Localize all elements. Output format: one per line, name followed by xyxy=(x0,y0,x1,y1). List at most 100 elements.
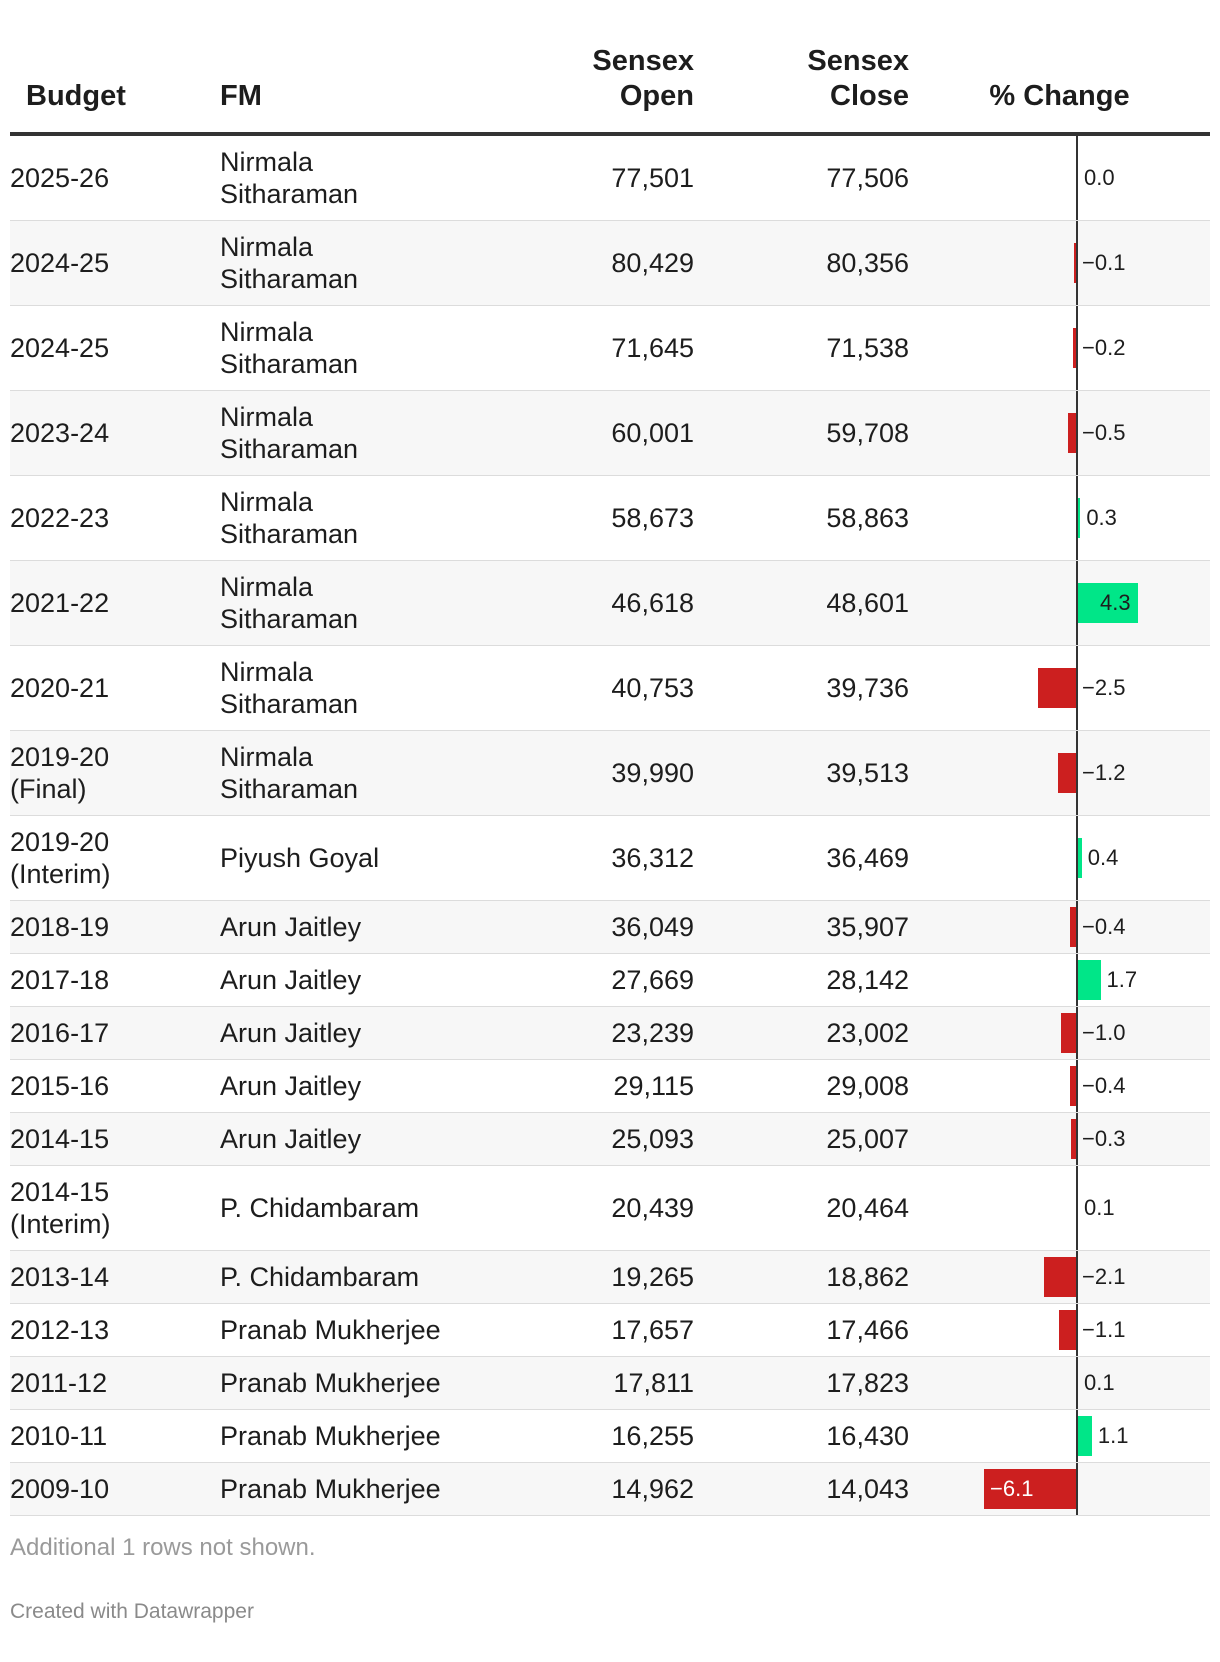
change-bar xyxy=(1072,328,1076,368)
cell-sensex-open: 36,049 xyxy=(520,900,694,954)
cell-sensex-open: 16,255 xyxy=(520,1409,694,1463)
table-row: 2016-17 Arun Jaitley 23,239 23,002 −1.0 xyxy=(10,1006,1210,1060)
cell-sensex-open: 80,429 xyxy=(520,220,694,306)
cell-percent-change: −1.1 xyxy=(909,1303,1210,1357)
cell-sensex-open: 20,439 xyxy=(520,1165,694,1251)
cell-percent-change: 0.4 xyxy=(909,815,1210,901)
change-bar xyxy=(1071,1119,1076,1159)
cell-budget: 2020-21 xyxy=(10,645,220,731)
cell-budget: 2012-13 xyxy=(10,1303,220,1357)
cell-sensex-close: 71,538 xyxy=(694,305,909,391)
table-row: 2020-21 Nirmala Sitharaman 40,753 39,736 −2.5 xyxy=(10,645,1210,731)
cell-fm: Piyush Goyal xyxy=(220,815,520,901)
change-bar-area: 4.3 xyxy=(978,561,1210,645)
change-bar-area: −0.1 xyxy=(978,221,1210,305)
cell-budget: 2018-19 xyxy=(10,900,220,954)
change-value-label: 1.1 xyxy=(1097,1423,1129,1448)
cell-budget: 2014-15 xyxy=(10,1112,220,1166)
change-value-label: −0.4 xyxy=(1082,1073,1126,1098)
cell-sensex-open: 23,239 xyxy=(520,1006,694,1060)
change-value-label: −0.1 xyxy=(1082,250,1126,275)
change-bar-area: 0.0 xyxy=(978,136,1210,220)
change-value-label: 0.3 xyxy=(1086,505,1117,530)
header-fm[interactable]: FM xyxy=(220,0,520,136)
header-budget[interactable]: Budget xyxy=(10,0,220,136)
table-row: 2015-16 Arun Jaitley 29,115 29,008 −0.4 xyxy=(10,1059,1210,1113)
cell-sensex-close: 18,862 xyxy=(694,1250,909,1304)
cell-sensex-open: 19,265 xyxy=(520,1250,694,1304)
header-percent-change[interactable]: % Change xyxy=(909,0,1210,136)
zero-baseline xyxy=(1076,476,1078,560)
cell-sensex-close: 36,469 xyxy=(694,815,909,901)
table-body: 2025-26 Nirmala Sitharaman 77,501 77,506 0.0 2… xyxy=(10,134,1210,1516)
cell-percent-change: 0.0 xyxy=(909,134,1210,221)
zero-baseline xyxy=(1076,1166,1078,1250)
zero-baseline xyxy=(1076,954,1078,1006)
cell-sensex-close: 77,506 xyxy=(694,134,909,221)
cell-budget: 2010-11 xyxy=(10,1409,220,1463)
change-value-label: −1.0 xyxy=(1082,1020,1126,1045)
zero-baseline xyxy=(1076,561,1078,645)
cell-fm: Nirmala Sitharaman xyxy=(220,390,520,476)
zero-baseline xyxy=(1076,1410,1078,1462)
change-bar-area: −0.4 xyxy=(978,1060,1210,1112)
cell-sensex-close: 80,356 xyxy=(694,220,909,306)
cell-sensex-close: 14,043 xyxy=(694,1462,909,1516)
cell-percent-change: −0.3 xyxy=(909,1112,1210,1166)
change-value-label: −2.1 xyxy=(1082,1264,1126,1289)
cell-sensex-open: 71,645 xyxy=(520,305,694,391)
zero-baseline xyxy=(1076,1007,1078,1059)
cell-budget: 2019-20 (Interim) xyxy=(10,815,220,901)
cell-fm: Arun Jaitley xyxy=(220,900,520,954)
change-bar xyxy=(1069,907,1076,947)
cell-fm: Pranab Mukherjee xyxy=(220,1462,520,1516)
table-row: 2011-12 Pranab Mukherjee 17,811 17,823 0.1 xyxy=(10,1356,1210,1410)
cell-sensex-close: 58,863 xyxy=(694,475,909,561)
table-row: 2009-10 Pranab Mukherjee 14,962 14,043 −6.1 xyxy=(10,1462,1210,1516)
table-row: 2024-25 Nirmala Sitharaman 80,429 80,356 −0.1 xyxy=(10,220,1210,306)
cell-sensex-close: 29,008 xyxy=(694,1059,909,1113)
change-bar xyxy=(1044,1257,1076,1297)
datawrapper-credit[interactable]: Created with Datawrapper xyxy=(10,1600,254,1623)
cell-fm: Pranab Mukherjee xyxy=(220,1303,520,1357)
zero-baseline xyxy=(1076,901,1078,953)
zero-baseline xyxy=(1076,1113,1078,1165)
cell-percent-change: 0.3 xyxy=(909,475,1210,561)
header-sensex-close[interactable]: Sensex Close xyxy=(694,0,909,136)
change-value-label: −0.3 xyxy=(1082,1126,1126,1151)
cell-budget: 2022-23 xyxy=(10,475,220,561)
cell-budget: 2013-14 xyxy=(10,1250,220,1304)
change-bar xyxy=(1069,1066,1076,1106)
cell-fm: P. Chidambaram xyxy=(220,1250,520,1304)
cell-fm: Arun Jaitley xyxy=(220,1059,520,1113)
cell-sensex-open: 17,657 xyxy=(520,1303,694,1357)
cell-sensex-open: 39,990 xyxy=(520,730,694,816)
cell-sensex-open: 27,669 xyxy=(520,953,694,1007)
zero-baseline xyxy=(1076,731,1078,815)
zero-baseline xyxy=(1076,1251,1078,1303)
cell-percent-change: −0.4 xyxy=(909,1059,1210,1113)
cell-sensex-open: 14,962 xyxy=(520,1462,694,1516)
table-row: 2018-19 Arun Jaitley 36,049 35,907 −0.4 xyxy=(10,900,1210,954)
cell-budget: 2024-25 xyxy=(10,220,220,306)
cell-sensex-open: 60,001 xyxy=(520,390,694,476)
change-bar-area: −6.1 xyxy=(978,1463,1210,1515)
zero-baseline xyxy=(1076,1463,1078,1515)
cell-fm: Arun Jaitley xyxy=(220,953,520,1007)
cell-fm: Arun Jaitley xyxy=(220,1006,520,1060)
zero-baseline xyxy=(1076,306,1078,390)
cell-percent-change: −0.2 xyxy=(909,305,1210,391)
change-bar-area: 0.1 xyxy=(978,1357,1210,1409)
header-sensex-open[interactable]: Sensex Open xyxy=(520,0,694,136)
sensex-budget-table-container: Budget FM Sensex Open Sensex Close % Chang… xyxy=(10,0,1210,1516)
change-value-label: −0.2 xyxy=(1082,335,1126,360)
cell-sensex-open: 17,811 xyxy=(520,1356,694,1410)
cell-fm: Pranab Mukherjee xyxy=(220,1409,520,1463)
cell-fm: Nirmala Sitharaman xyxy=(220,475,520,561)
change-value-label: −0.5 xyxy=(1082,420,1126,445)
cell-sensex-open: 25,093 xyxy=(520,1112,694,1166)
table-row: 2010-11 Pranab Mukherjee 16,255 16,430 1.1 xyxy=(10,1409,1210,1463)
zero-baseline xyxy=(1076,1060,1078,1112)
change-bar-area: 0.3 xyxy=(978,476,1210,560)
cell-fm: Nirmala Sitharaman xyxy=(220,730,520,816)
